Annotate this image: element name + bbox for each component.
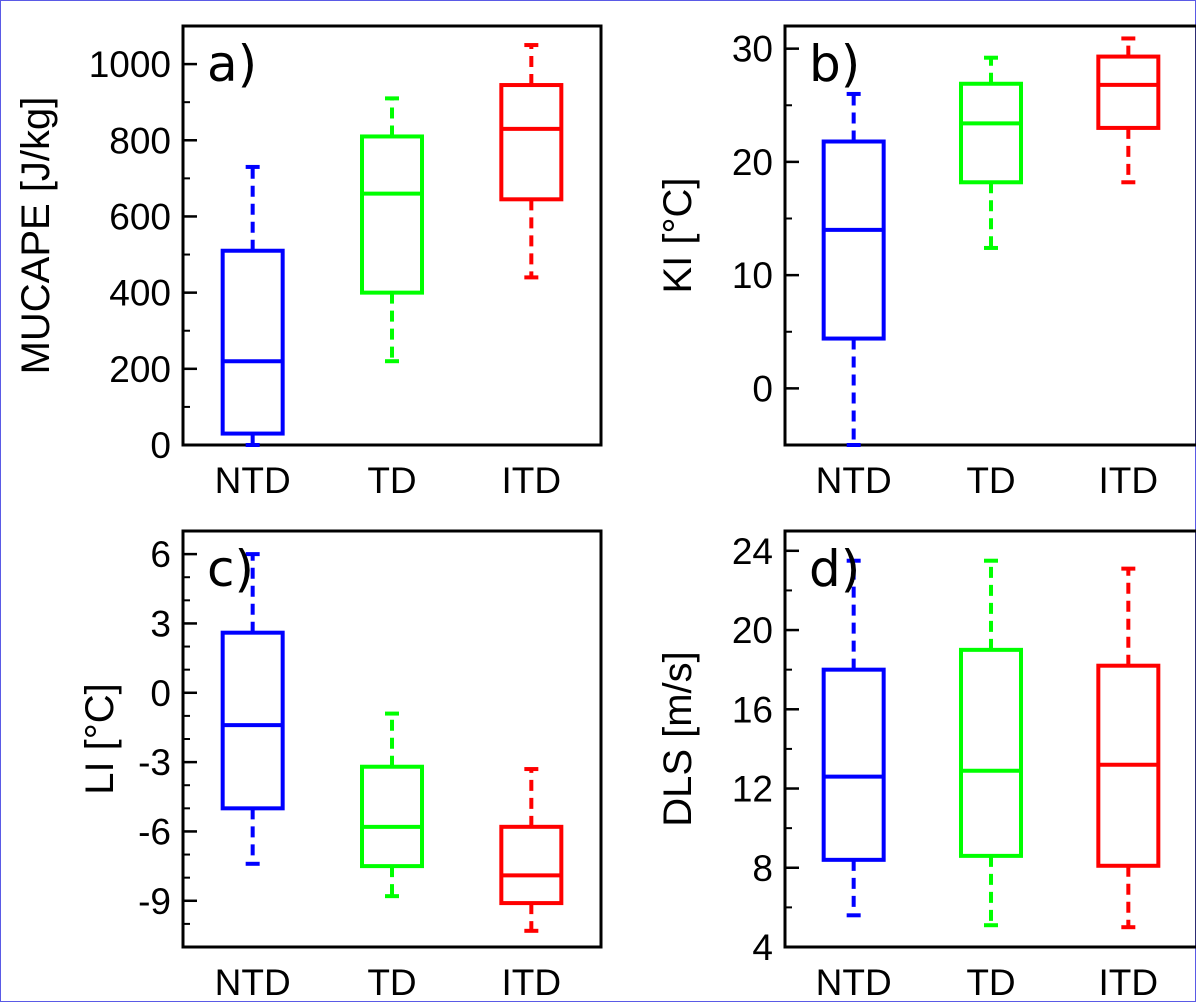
x-tick-label: TD <box>367 962 416 1003</box>
box-td <box>959 558 1023 928</box>
box-ntd <box>821 91 886 447</box>
y-tick-label: -6 <box>138 811 171 852</box>
x-tick-label: TD <box>966 460 1015 501</box>
y-tick-label: 0 <box>150 673 171 714</box>
y-tick-label: 400 <box>109 273 171 314</box>
box-ntd <box>220 164 285 447</box>
box-td <box>360 711 424 899</box>
box-itd <box>499 767 564 933</box>
x-tick-label: NTD <box>215 460 291 501</box>
box-itd <box>1096 36 1161 185</box>
x-tick-label: NTD <box>816 962 892 1003</box>
y-tick-label: 3 <box>150 603 171 644</box>
box-ntd <box>220 552 285 866</box>
y-tick-label: 12 <box>732 769 773 810</box>
x-tick-label: TD <box>367 460 416 501</box>
box-ntd <box>821 558 886 918</box>
panel-4: 4 8 12 16 20 24 NTD TD ITD d) DLS [m/s] <box>656 529 1196 1003</box>
panel-3: 6 3 0 -3 -6 -9 NTD TD ITD c) LI [°C] <box>78 529 603 1003</box>
iqr-box <box>360 134 424 295</box>
y-tick-label: 600 <box>109 196 171 237</box>
panel-label: b) <box>809 35 860 93</box>
x-tick-label: NTD <box>816 460 892 501</box>
y-tick-label: 200 <box>109 349 171 390</box>
iqr-box <box>959 81 1023 185</box>
y-tick-label: 30 <box>732 29 773 70</box>
panel-label: d) <box>809 540 860 598</box>
panel-2: 0 10 20 30 NTD TD ITD b) KI [°C] <box>656 24 1196 501</box>
panel-label: a) <box>207 35 257 93</box>
y-tick-label: 20 <box>732 610 773 651</box>
iqr-box <box>220 630 285 811</box>
y-tick-label: -9 <box>138 881 171 922</box>
y-axis-title: MUCAPE [J/kg] <box>14 97 58 375</box>
iqr-box <box>959 647 1023 858</box>
y-tick-label: 10 <box>732 255 773 296</box>
y-axis-title: DLS [m/s] <box>656 651 700 827</box>
y-tick-label: 24 <box>732 531 773 572</box>
y-tick-label: 6 <box>150 534 171 575</box>
x-tick-label: ITD <box>502 962 562 1003</box>
y-tick-label: 800 <box>109 120 171 161</box>
plot-frame <box>783 24 1196 447</box>
y-axis-title: KI [°C] <box>656 177 700 293</box>
iqr-box <box>360 764 424 869</box>
iqr-box <box>1096 54 1161 130</box>
y-tick-label: 4 <box>752 927 773 968</box>
box-td <box>959 55 1023 250</box>
x-tick-label: NTD <box>215 962 291 1003</box>
y-tick-label: 0 <box>752 368 773 409</box>
box-itd <box>1096 566 1161 930</box>
y-tick-label: 20 <box>732 142 773 183</box>
x-tick-label: TD <box>966 962 1015 1003</box>
panel-label: c) <box>207 540 254 598</box>
iqr-box <box>220 248 285 436</box>
y-tick-label: -3 <box>138 742 171 783</box>
x-tick-label: ITD <box>1099 460 1159 501</box>
box-td <box>360 96 424 364</box>
plot-frame <box>783 529 1196 949</box>
box-itd <box>499 43 564 280</box>
iqr-box <box>821 667 886 862</box>
y-tick-label: 0 <box>150 425 171 466</box>
y-tick-label: 8 <box>752 848 773 889</box>
iqr-box <box>821 139 886 341</box>
plot-frame <box>181 24 603 447</box>
y-tick-label: 1000 <box>89 44 171 85</box>
x-tick-label: ITD <box>502 460 562 501</box>
x-tick-label: ITD <box>1099 962 1159 1003</box>
y-axis-title: LI [°C] <box>78 683 122 795</box>
panel-1: 0 200 400 600 800 1000 NTD TD ITD a) MUCAPE [J/kg] <box>14 24 603 501</box>
iqr-box <box>499 824 564 906</box>
y-tick-label: 16 <box>732 689 773 730</box>
iqr-box <box>499 83 564 202</box>
